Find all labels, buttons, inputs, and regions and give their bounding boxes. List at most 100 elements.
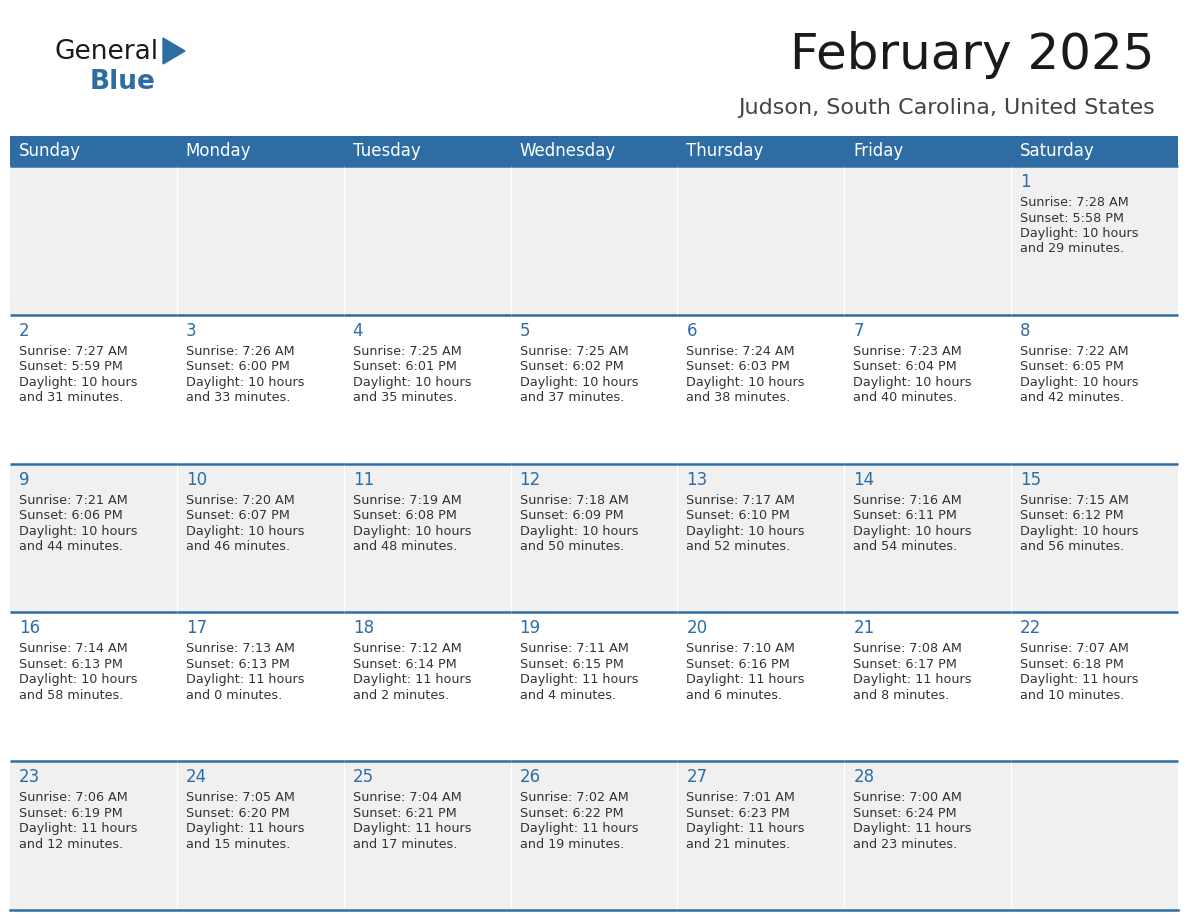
Text: Sunset: 6:13 PM: Sunset: 6:13 PM: [19, 658, 122, 671]
Text: Daylight: 11 hours: Daylight: 11 hours: [19, 823, 138, 835]
Text: 25: 25: [353, 768, 374, 786]
Bar: [511, 464, 677, 612]
Bar: [1011, 761, 1178, 910]
Bar: [845, 761, 1011, 910]
Text: Sunrise: 7:14 AM: Sunrise: 7:14 AM: [19, 643, 128, 655]
Text: and 44 minutes.: and 44 minutes.: [19, 540, 124, 554]
Text: 15: 15: [1020, 471, 1041, 488]
Text: Daylight: 10 hours: Daylight: 10 hours: [1020, 524, 1138, 538]
Text: Sunset: 6:03 PM: Sunset: 6:03 PM: [687, 360, 790, 374]
Text: Daylight: 11 hours: Daylight: 11 hours: [853, 823, 972, 835]
Text: 11: 11: [353, 471, 374, 488]
Text: 16: 16: [19, 620, 40, 637]
Text: Daylight: 11 hours: Daylight: 11 hours: [687, 674, 805, 687]
Bar: [511, 761, 677, 910]
Text: Sunset: 6:19 PM: Sunset: 6:19 PM: [19, 807, 122, 820]
Text: Sunrise: 7:25 AM: Sunrise: 7:25 AM: [353, 345, 461, 358]
Bar: [677, 315, 845, 464]
Bar: [845, 612, 1011, 761]
Bar: [177, 761, 343, 910]
Text: Daylight: 10 hours: Daylight: 10 hours: [19, 375, 138, 389]
Text: Sunset: 6:13 PM: Sunset: 6:13 PM: [185, 658, 290, 671]
Text: 24: 24: [185, 768, 207, 786]
Text: and 31 minutes.: and 31 minutes.: [19, 391, 124, 404]
Bar: [1011, 464, 1178, 612]
Bar: [177, 315, 343, 464]
Text: Sunset: 6:23 PM: Sunset: 6:23 PM: [687, 807, 790, 820]
Bar: [845, 166, 1011, 315]
Text: Daylight: 11 hours: Daylight: 11 hours: [1020, 674, 1138, 687]
Bar: [343, 612, 511, 761]
Bar: [10, 761, 177, 910]
Text: February 2025: February 2025: [790, 31, 1155, 79]
Text: and 21 minutes.: and 21 minutes.: [687, 838, 791, 851]
Text: and 48 minutes.: and 48 minutes.: [353, 540, 457, 554]
Text: Sunrise: 7:25 AM: Sunrise: 7:25 AM: [519, 345, 628, 358]
Text: Daylight: 11 hours: Daylight: 11 hours: [185, 823, 304, 835]
Text: Sunrise: 7:23 AM: Sunrise: 7:23 AM: [853, 345, 962, 358]
Bar: [1011, 612, 1178, 761]
Bar: [845, 136, 1011, 166]
Bar: [511, 315, 677, 464]
Text: 6: 6: [687, 322, 697, 340]
Text: 26: 26: [519, 768, 541, 786]
Text: Sunrise: 7:27 AM: Sunrise: 7:27 AM: [19, 345, 128, 358]
Text: Daylight: 10 hours: Daylight: 10 hours: [853, 524, 972, 538]
Text: Sunrise: 7:18 AM: Sunrise: 7:18 AM: [519, 494, 628, 507]
Text: 23: 23: [19, 768, 40, 786]
Text: Sunset: 6:10 PM: Sunset: 6:10 PM: [687, 509, 790, 522]
Text: Sunrise: 7:00 AM: Sunrise: 7:00 AM: [853, 791, 962, 804]
Text: and 6 minutes.: and 6 minutes.: [687, 688, 783, 702]
Text: and 10 minutes.: and 10 minutes.: [1020, 688, 1125, 702]
Text: Daylight: 10 hours: Daylight: 10 hours: [687, 375, 805, 389]
Polygon shape: [163, 38, 185, 64]
Text: and 2 minutes.: and 2 minutes.: [353, 688, 449, 702]
Bar: [343, 166, 511, 315]
Text: Sunrise: 7:28 AM: Sunrise: 7:28 AM: [1020, 196, 1129, 209]
Text: Daylight: 10 hours: Daylight: 10 hours: [519, 375, 638, 389]
Text: Judson, South Carolina, United States: Judson, South Carolina, United States: [738, 98, 1155, 118]
Text: 9: 9: [19, 471, 30, 488]
Text: 3: 3: [185, 322, 196, 340]
Text: Sunset: 6:00 PM: Sunset: 6:00 PM: [185, 360, 290, 374]
Text: Sunset: 6:06 PM: Sunset: 6:06 PM: [19, 509, 122, 522]
Text: and 38 minutes.: and 38 minutes.: [687, 391, 791, 404]
Text: Daylight: 11 hours: Daylight: 11 hours: [519, 674, 638, 687]
Bar: [10, 612, 177, 761]
Text: and 56 minutes.: and 56 minutes.: [1020, 540, 1124, 554]
Text: Friday: Friday: [853, 142, 904, 160]
Text: Sunrise: 7:05 AM: Sunrise: 7:05 AM: [185, 791, 295, 804]
Text: Sunset: 6:01 PM: Sunset: 6:01 PM: [353, 360, 456, 374]
Bar: [677, 464, 845, 612]
Bar: [177, 166, 343, 315]
Text: Sunrise: 7:26 AM: Sunrise: 7:26 AM: [185, 345, 295, 358]
Text: Sunrise: 7:10 AM: Sunrise: 7:10 AM: [687, 643, 795, 655]
Bar: [177, 464, 343, 612]
Text: Sunrise: 7:01 AM: Sunrise: 7:01 AM: [687, 791, 795, 804]
Text: Daylight: 10 hours: Daylight: 10 hours: [353, 524, 472, 538]
Text: Sunset: 6:14 PM: Sunset: 6:14 PM: [353, 658, 456, 671]
Text: Sunset: 6:17 PM: Sunset: 6:17 PM: [853, 658, 958, 671]
Text: Sunrise: 7:22 AM: Sunrise: 7:22 AM: [1020, 345, 1129, 358]
Bar: [343, 136, 511, 166]
Text: and 52 minutes.: and 52 minutes.: [687, 540, 791, 554]
Bar: [10, 315, 177, 464]
Text: Sunset: 6:24 PM: Sunset: 6:24 PM: [853, 807, 956, 820]
Text: and 54 minutes.: and 54 minutes.: [853, 540, 958, 554]
Text: Sunrise: 7:15 AM: Sunrise: 7:15 AM: [1020, 494, 1129, 507]
Text: Monday: Monday: [185, 142, 252, 160]
Bar: [343, 464, 511, 612]
Text: Daylight: 11 hours: Daylight: 11 hours: [353, 674, 472, 687]
Text: 4: 4: [353, 322, 364, 340]
Text: Daylight: 10 hours: Daylight: 10 hours: [853, 375, 972, 389]
Text: Sunset: 6:12 PM: Sunset: 6:12 PM: [1020, 509, 1124, 522]
Text: and 46 minutes.: and 46 minutes.: [185, 540, 290, 554]
Text: 28: 28: [853, 768, 874, 786]
Bar: [10, 166, 177, 315]
Text: Daylight: 10 hours: Daylight: 10 hours: [1020, 375, 1138, 389]
Text: and 33 minutes.: and 33 minutes.: [185, 391, 290, 404]
Text: Sunset: 6:02 PM: Sunset: 6:02 PM: [519, 360, 624, 374]
Text: Thursday: Thursday: [687, 142, 764, 160]
Text: Daylight: 10 hours: Daylight: 10 hours: [19, 674, 138, 687]
Text: Daylight: 11 hours: Daylight: 11 hours: [353, 823, 472, 835]
